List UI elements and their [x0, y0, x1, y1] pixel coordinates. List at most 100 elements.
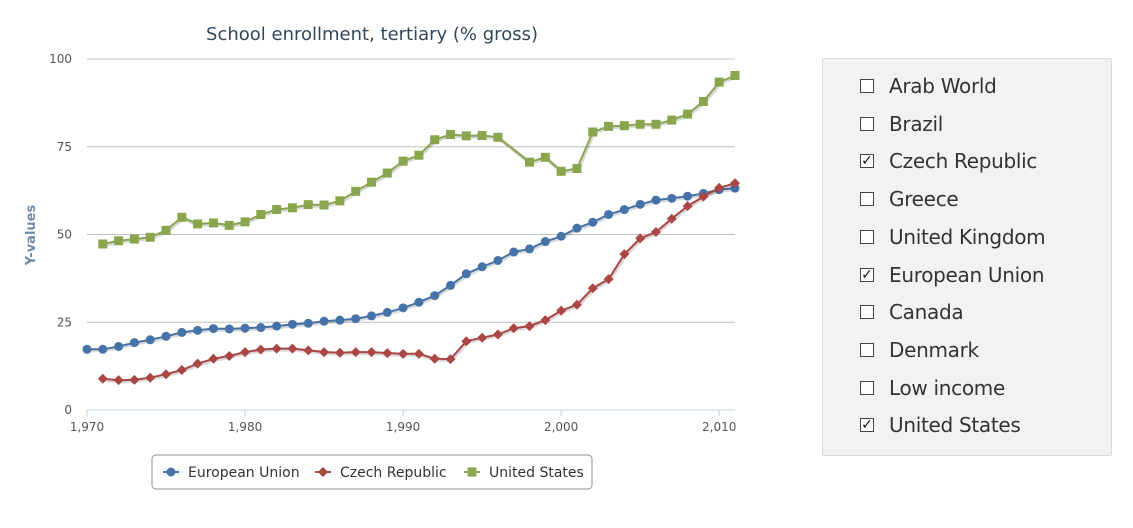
data-point-european-union[interactable] [556, 231, 566, 241]
checkbox[interactable]: ✓ [860, 153, 874, 170]
data-point-united-states[interactable] [430, 135, 440, 145]
data-point-czech-republic[interactable] [603, 274, 614, 285]
data-point-european-union[interactable] [177, 327, 187, 337]
data-point-european-union[interactable] [667, 193, 677, 203]
data-point-european-union[interactable] [129, 338, 139, 348]
data-point-united-states[interactable] [667, 115, 677, 125]
data-point-united-states[interactable] [619, 121, 629, 131]
data-point-united-states[interactable] [556, 166, 566, 176]
option-arab-world[interactable]: Arab World [860, 71, 997, 101]
legend-item-european-union[interactable]: European Union [163, 465, 300, 481]
data-point-czech-republic[interactable] [635, 233, 646, 244]
data-point-czech-republic[interactable] [413, 348, 424, 359]
option-greece[interactable]: Greece [860, 184, 959, 214]
data-point-united-states[interactable] [714, 77, 724, 87]
data-point-european-union[interactable] [461, 269, 471, 279]
data-point-united-states[interactable] [319, 200, 329, 210]
data-point-czech-republic[interactable] [176, 364, 187, 375]
data-point-czech-republic[interactable] [429, 353, 440, 364]
data-point-european-union[interactable] [446, 280, 456, 290]
data-point-european-union[interactable] [604, 209, 614, 219]
data-point-european-union[interactable] [193, 325, 203, 335]
data-point-european-union[interactable] [651, 195, 661, 205]
data-point-czech-republic[interactable] [240, 347, 251, 358]
option-denmark[interactable]: Denmark [860, 335, 979, 365]
data-point-united-states[interactable] [256, 209, 266, 219]
option-low-income[interactable]: Low income [860, 373, 1005, 403]
checkbox[interactable] [860, 116, 874, 131]
checkbox[interactable] [860, 192, 874, 207]
data-point-european-union[interactable] [635, 199, 645, 209]
data-point-czech-republic[interactable] [255, 344, 266, 355]
data-point-united-states[interactable] [635, 119, 645, 129]
data-point-czech-republic[interactable] [650, 227, 661, 238]
data-point-european-union[interactable] [161, 331, 171, 341]
checkbox[interactable] [860, 229, 874, 244]
data-point-united-states[interactable] [224, 220, 234, 230]
data-point-european-union[interactable] [382, 307, 392, 317]
legend[interactable]: European Union Czech Republic United State… [151, 454, 593, 490]
data-point-czech-republic[interactable] [508, 323, 519, 334]
data-point-czech-republic[interactable] [540, 315, 551, 326]
data-point-european-union[interactable] [287, 319, 297, 329]
legend-marker[interactable] [318, 467, 328, 477]
data-point-czech-republic[interactable] [666, 213, 677, 224]
data-point-european-union[interactable] [540, 237, 550, 247]
data-point-united-states[interactable] [540, 152, 550, 162]
data-point-czech-republic[interactable] [556, 305, 567, 316]
data-point-czech-republic[interactable] [192, 358, 203, 369]
data-point-united-states[interactable] [698, 96, 708, 106]
data-point-european-union[interactable] [319, 316, 329, 326]
data-point-united-states[interactable] [129, 234, 139, 244]
data-point-united-states[interactable] [177, 212, 187, 222]
data-point-united-states[interactable] [351, 186, 361, 196]
data-point-czech-republic[interactable] [398, 348, 409, 359]
data-point-european-union[interactable] [509, 247, 519, 257]
data-point-european-union[interactable] [303, 318, 313, 328]
data-point-czech-republic[interactable] [145, 372, 156, 383]
data-point-czech-republic[interactable] [287, 343, 298, 354]
data-point-czech-republic[interactable] [161, 369, 172, 380]
data-point-united-states[interactable] [477, 131, 487, 141]
data-point-united-states[interactable] [651, 119, 661, 129]
data-point-european-union[interactable] [272, 321, 282, 331]
data-point-czech-republic[interactable] [224, 350, 235, 361]
data-point-european-union[interactable] [683, 191, 693, 201]
data-point-european-union[interactable] [145, 335, 155, 345]
legend-item-czech-republic[interactable]: Czech Republic [315, 465, 447, 481]
data-point-united-states[interactable] [446, 129, 456, 139]
checkbox[interactable]: ✓ [860, 266, 874, 283]
data-point-united-states[interactable] [398, 156, 408, 166]
data-point-czech-republic[interactable] [730, 178, 740, 189]
data-point-czech-republic[interactable] [445, 354, 456, 365]
data-point-united-states[interactable] [287, 203, 297, 213]
checkbox[interactable]: ✓ [860, 417, 874, 434]
data-point-czech-republic[interactable] [303, 345, 314, 356]
data-point-european-union[interactable] [335, 315, 345, 325]
data-point-united-states[interactable] [161, 225, 171, 235]
data-point-united-states[interactable] [193, 219, 203, 229]
data-point-united-states[interactable] [525, 157, 535, 167]
data-point-european-union[interactable] [82, 344, 92, 354]
data-point-czech-republic[interactable] [698, 191, 709, 202]
data-point-united-states[interactable] [572, 164, 582, 174]
checkbox[interactable] [860, 342, 874, 357]
data-point-czech-republic[interactable] [271, 343, 282, 354]
data-point-european-union[interactable] [588, 217, 598, 227]
data-point-european-union[interactable] [351, 314, 361, 324]
data-point-united-states[interactable] [588, 127, 598, 137]
data-point-czech-republic[interactable] [492, 329, 503, 340]
legend-item-united-states[interactable]: United States [464, 465, 584, 481]
checkbox[interactable] [860, 305, 874, 320]
data-point-united-states[interactable] [461, 131, 471, 141]
data-point-czech-republic[interactable] [524, 321, 535, 332]
data-point-european-union[interactable] [114, 341, 124, 351]
data-point-united-states[interactable] [208, 218, 218, 228]
data-point-european-union[interactable] [224, 324, 234, 334]
option-canada[interactable]: Canada [860, 297, 964, 327]
data-point-united-states[interactable] [382, 168, 392, 178]
data-point-european-union[interactable] [240, 323, 250, 333]
data-point-united-states[interactable] [366, 177, 376, 187]
data-point-czech-republic[interactable] [113, 375, 124, 386]
option-brazil[interactable]: Brazil [860, 109, 943, 139]
